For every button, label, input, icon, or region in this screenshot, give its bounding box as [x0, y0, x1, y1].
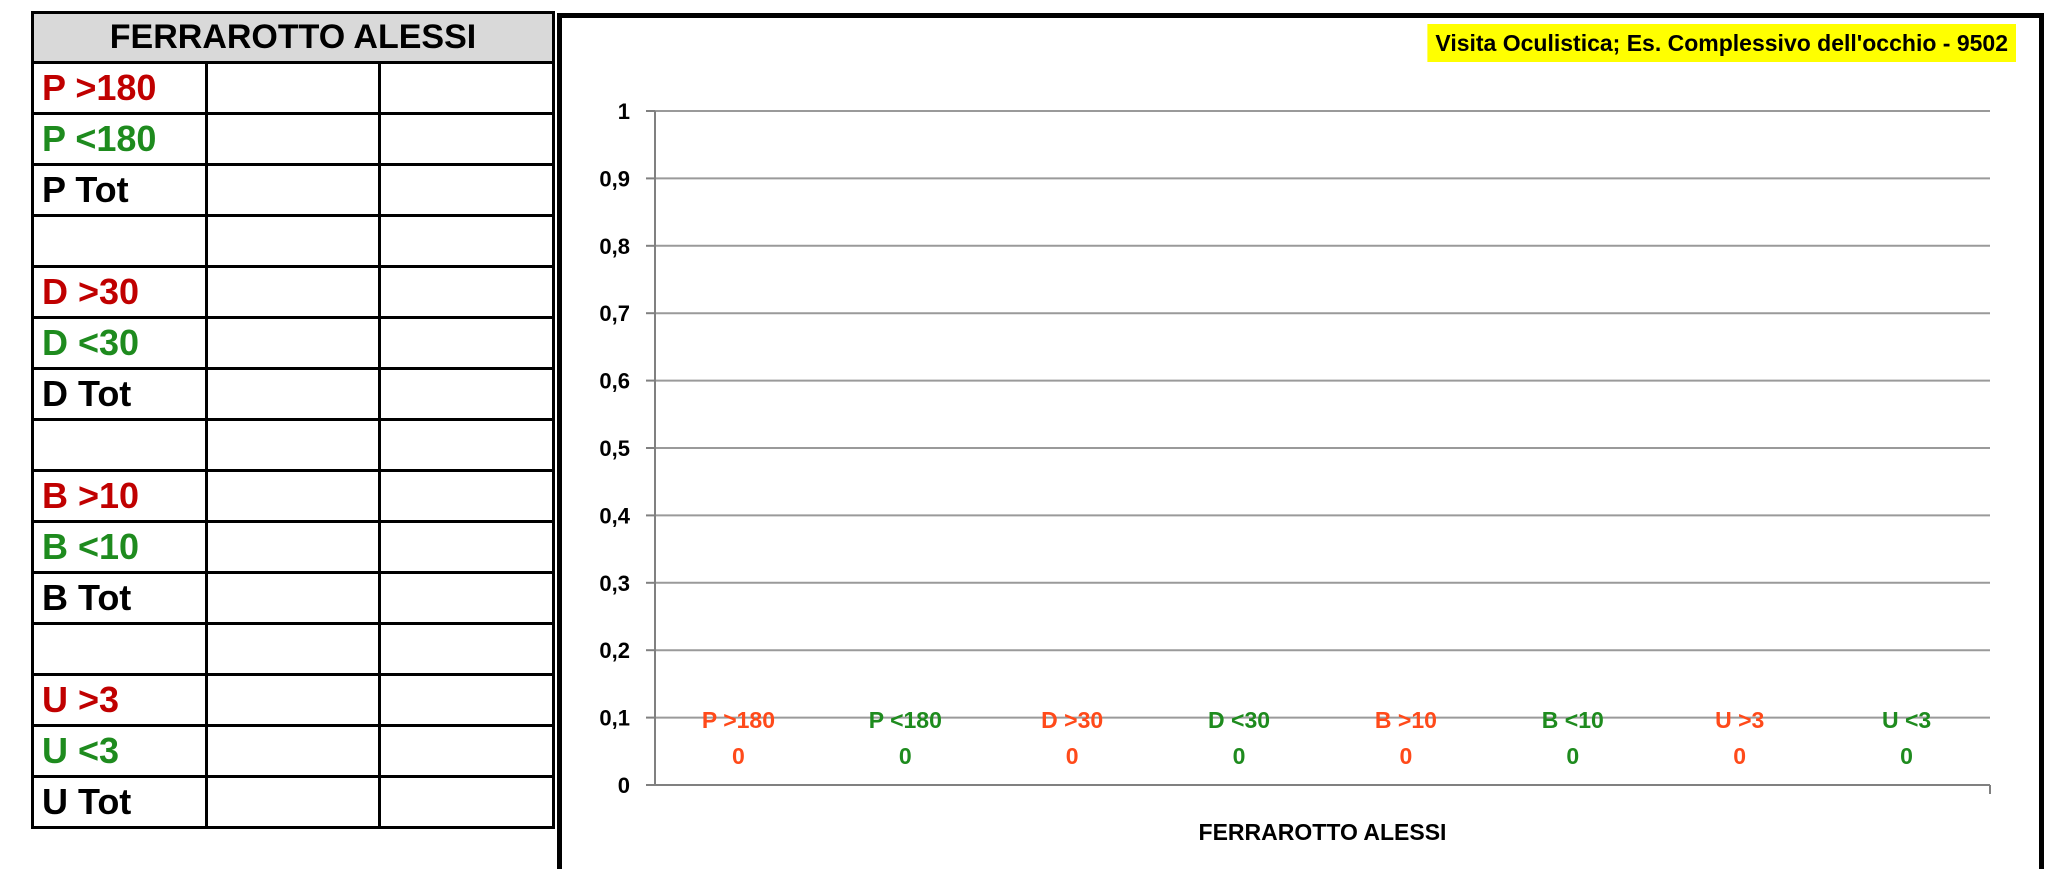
- category-label: U <3: [1882, 707, 1931, 733]
- table-row: B Tot: [31, 571, 555, 625]
- y-tick-label: 0,7: [599, 301, 630, 326]
- row-cell: [378, 622, 555, 676]
- row-label: U <3: [31, 724, 208, 778]
- row-label: [31, 418, 208, 472]
- table-row: B >10: [31, 469, 555, 523]
- row-label: P <180: [31, 112, 208, 166]
- row-label: [31, 622, 208, 676]
- row-label: B <10: [31, 520, 208, 574]
- table-row: U <3: [31, 724, 555, 778]
- row-label: U Tot: [31, 775, 208, 829]
- row-cell: [204, 61, 382, 115]
- table-row: P >180: [31, 61, 555, 115]
- row-cell: [378, 469, 555, 523]
- chart-svg: Visita Oculistica; Es. Complessivo dell'…: [599, 24, 2016, 845]
- row-cell: [204, 724, 382, 778]
- chart-title: Visita Oculistica; Es. Complessivo dell'…: [1435, 30, 2008, 56]
- data-label: 0: [1900, 743, 1913, 769]
- x-axis-label: FERRAROTTO ALESSI: [1199, 819, 1447, 845]
- row-cell: [378, 112, 555, 166]
- row-label: B >10: [31, 469, 208, 523]
- data-label: 0: [1233, 743, 1246, 769]
- row-label: D <30: [31, 316, 208, 370]
- table-row: P Tot: [31, 163, 555, 217]
- row-cell: [204, 673, 382, 727]
- data-label: 0: [1400, 743, 1413, 769]
- row-cell: [204, 622, 382, 676]
- row-cell: [204, 571, 382, 625]
- row-cell: [204, 163, 382, 217]
- category-label: D >30: [1041, 707, 1103, 733]
- data-label: 0: [732, 743, 745, 769]
- row-cell: [204, 775, 382, 829]
- row-cell: [378, 724, 555, 778]
- row-label: P >180: [31, 61, 208, 115]
- y-tick-label: 0,3: [599, 571, 630, 596]
- row-cell: [378, 418, 555, 472]
- table-row: U >3: [31, 673, 555, 727]
- table-row: [31, 214, 555, 268]
- data-label: 0: [1566, 743, 1579, 769]
- row-cell: [378, 214, 555, 268]
- table-header: FERRAROTTO ALESSI: [31, 11, 555, 64]
- row-label: [31, 214, 208, 268]
- table-row: D Tot: [31, 367, 555, 421]
- y-tick-label: 0: [618, 773, 630, 798]
- row-label: D Tot: [31, 367, 208, 421]
- row-cell: [378, 571, 555, 625]
- row-cell: [378, 316, 555, 370]
- category-label: B <10: [1542, 707, 1604, 733]
- table-row: P <180: [31, 112, 555, 166]
- table-row: D <30: [31, 316, 555, 370]
- data-label: 0: [899, 743, 912, 769]
- row-cell: [378, 61, 555, 115]
- chart-title-background: [1427, 24, 2016, 62]
- summary-table: FERRAROTTO ALESSI P >180 P <180 P Tot D >30…: [31, 11, 555, 829]
- row-cell: [378, 367, 555, 421]
- row-cell: [378, 520, 555, 574]
- row-label: B Tot: [31, 571, 208, 625]
- y-tick-label: 0,1: [599, 706, 630, 731]
- row-cell: [378, 775, 555, 829]
- y-tick-label: 0,6: [599, 369, 630, 394]
- table-row: D >30: [31, 265, 555, 319]
- row-cell: [204, 265, 382, 319]
- row-cell: [204, 469, 382, 523]
- row-cell: [204, 418, 382, 472]
- data-label: 0: [1733, 743, 1746, 769]
- table-row: [31, 418, 555, 472]
- chart-area: Visita Oculistica; Es. Complessivo dell'…: [557, 13, 2044, 869]
- category-label: D <30: [1208, 707, 1270, 733]
- y-tick-label: 0,4: [599, 503, 630, 528]
- category-label: B >10: [1375, 707, 1437, 733]
- row-cell: [378, 163, 555, 217]
- data-label: 0: [1066, 743, 1079, 769]
- y-tick-label: 0,5: [599, 436, 630, 461]
- row-cell: [378, 673, 555, 727]
- y-tick-label: 1: [618, 99, 630, 124]
- row-cell: [204, 112, 382, 166]
- row-cell: [204, 520, 382, 574]
- y-tick-label: 0,8: [599, 234, 630, 259]
- row-cell: [378, 265, 555, 319]
- y-tick-label: 0,9: [599, 166, 630, 191]
- category-label: P >180: [702, 707, 775, 733]
- row-label: U >3: [31, 673, 208, 727]
- table-row: [31, 622, 555, 676]
- y-tick-label: 0,2: [599, 638, 630, 663]
- row-label: P Tot: [31, 163, 208, 217]
- row-cell: [204, 214, 382, 268]
- table-row: U Tot: [31, 775, 555, 829]
- row-cell: [204, 367, 382, 421]
- category-label: U >3: [1715, 707, 1764, 733]
- category-label: P <180: [869, 707, 942, 733]
- row-cell: [204, 316, 382, 370]
- row-label: D >30: [31, 265, 208, 319]
- table-row: B <10: [31, 520, 555, 574]
